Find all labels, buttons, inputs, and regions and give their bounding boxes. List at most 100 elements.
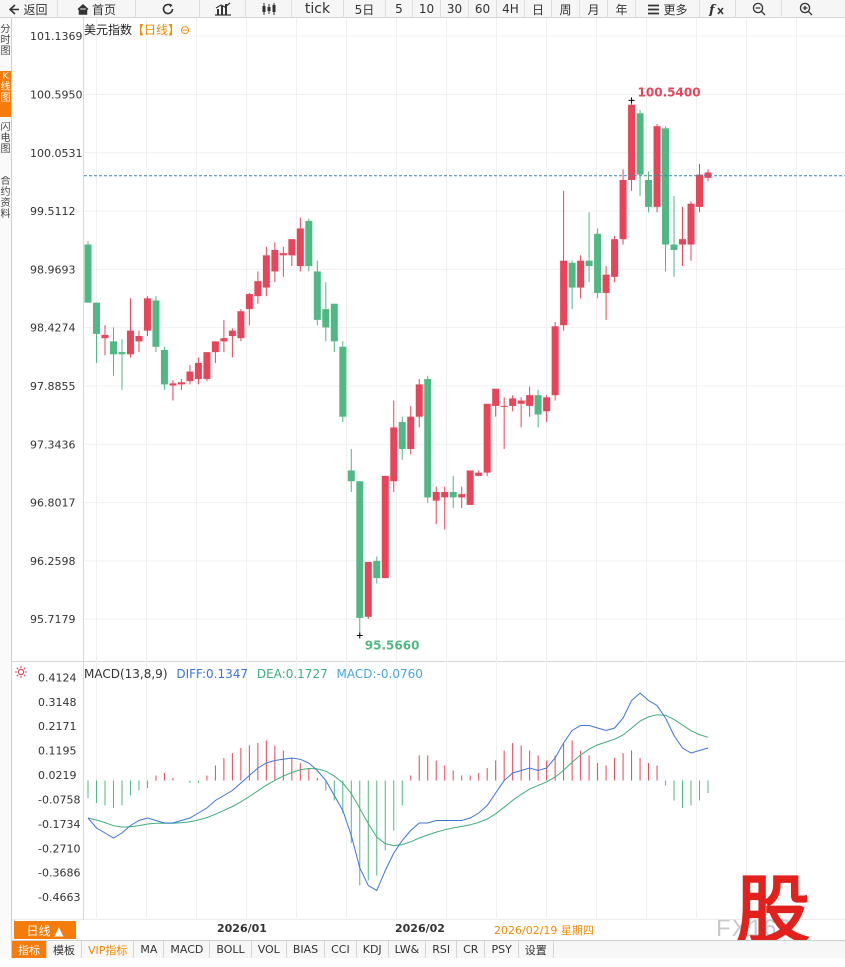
more-label: 更多 (663, 2, 688, 17)
tab-flash[interactable]: 闪电图 (0, 122, 11, 172)
macd-plot (87, 692, 709, 892)
tab-template[interactable]: 模板 (47, 941, 82, 958)
tab-indicators[interactable]: 指标 (12, 941, 47, 958)
chart-canvas[interactable]: 101.1369 100.5950 100.0531 99.5112 98.9693 98… (0, 18, 845, 920)
tab-kline[interactable]: K线图 (0, 71, 11, 117)
candle-body (237, 311, 245, 339)
period-week[interactable]: 周 (552, 0, 580, 18)
period-10min[interactable]: 10 (413, 0, 441, 18)
x-axis-label: 2026/02 (395, 922, 445, 935)
candle-body (203, 352, 211, 380)
more-button[interactable]: 更多 (636, 0, 700, 18)
macd-tick-label: 0.3148 (38, 696, 77, 709)
candle-body (169, 383, 177, 386)
candle-body (339, 346, 347, 417)
candle-body (551, 326, 559, 396)
tab-boll[interactable]: BOLL (210, 941, 252, 958)
diff-line (87, 692, 709, 892)
indicator-tab-label: 模板 (53, 943, 75, 957)
indicator-tab-label: BOLL (216, 943, 245, 956)
macd-tick-label: 0.2171 (38, 720, 77, 733)
line-chart-button[interactable] (200, 0, 246, 18)
period-4h[interactable]: 4H (497, 0, 525, 18)
period-select-label: 日线 ▲ (26, 923, 64, 938)
tab-cci[interactable]: CCI (325, 941, 357, 958)
home-button[interactable]: 首页 (58, 0, 136, 18)
candle-body (152, 300, 160, 347)
candle-body (288, 239, 296, 256)
candle-body (356, 481, 364, 618)
macd-tick-label: -0.1734 (38, 818, 80, 831)
candle-body (415, 384, 423, 417)
tab-cr[interactable]: CR (457, 941, 486, 958)
price-tick-label: 99.5112 (30, 205, 76, 218)
side-tab-label: 合约资料 (0, 176, 11, 220)
candle-body (704, 172, 712, 178)
period-select[interactable]: 日线 ▲ (14, 921, 76, 939)
candlesticks (84, 100, 712, 636)
candle-body (534, 395, 542, 415)
zoom-in-button[interactable] (782, 0, 829, 18)
period-30min[interactable]: 30 (441, 0, 469, 18)
tab-lw[interactable]: LW& (389, 941, 427, 958)
tab-kdj[interactable]: KDJ (357, 941, 389, 958)
refresh-button[interactable] (136, 0, 200, 18)
period-5day[interactable]: 5日 (344, 0, 386, 18)
tick-button[interactable]: tick (292, 0, 344, 18)
candle-chart-button[interactable] (246, 0, 292, 18)
tab-vol[interactable]: VOL (252, 941, 287, 958)
collapse-toggle-icon[interactable]: ⊖ (180, 23, 191, 37)
indicator-tab-label: KDJ (362, 943, 382, 956)
side-tab-label: K线图 (0, 71, 11, 104)
indicator-tab-label: CR (463, 943, 479, 956)
candle-body (517, 400, 525, 404)
indicator-tab-label: BIAS (292, 943, 319, 956)
indicator-tab-label: LW& (394, 943, 420, 956)
candle-body (254, 281, 262, 297)
tab-timeshare[interactable]: 分时图 (0, 24, 11, 66)
low-marker-cross (356, 632, 363, 639)
candle-body (594, 233, 602, 293)
back-button[interactable]: 返回 (0, 0, 58, 18)
tab-ma[interactable]: MA (134, 941, 165, 958)
indicator-settings-icon[interactable] (14, 665, 28, 679)
macd-title: MACD(13,8,9) (84, 667, 168, 681)
candle-body (398, 422, 406, 449)
macd-tick-label: 0.0219 (38, 769, 77, 782)
candle-body (118, 352, 126, 355)
indicator-tab-label: CCI (331, 943, 350, 956)
candle-body (509, 398, 517, 406)
candle-body (228, 330, 236, 336)
candle-body (492, 388, 500, 406)
period-5min[interactable]: 5 (386, 0, 413, 18)
candle-body (364, 561, 372, 617)
tab-psy[interactable]: PSY (485, 941, 519, 958)
indicator-tab-label: 设置 (524, 943, 547, 957)
macd-tick-label: -0.0758 (38, 793, 80, 806)
candle-body (330, 303, 338, 342)
price-tick-label: 98.4274 (30, 322, 76, 335)
formula-button[interactable]: f (700, 0, 736, 18)
tab-settings[interactable]: 设置 (519, 941, 554, 958)
period-month[interactable]: 月 (580, 0, 608, 18)
tab-bias[interactable]: BIAS (287, 941, 326, 958)
back-label: 返回 (23, 2, 48, 17)
tab-vip-indicators[interactable]: VIP指标 (82, 941, 135, 958)
tab-macd[interactable]: MACD (164, 941, 211, 958)
indicator-tab-label: MA (140, 943, 158, 956)
candle-body (441, 492, 449, 498)
candle-body (109, 341, 117, 355)
period-60min[interactable]: 60 (469, 0, 497, 18)
tab-rsi[interactable]: RSI (426, 941, 458, 958)
macd-tick-label: -0.3686 (38, 867, 80, 880)
home-label: 首页 (91, 2, 116, 17)
dea-line (87, 714, 709, 847)
candle-body (84, 244, 92, 303)
candle-body (194, 362, 202, 380)
period-year[interactable]: 年 (608, 0, 636, 18)
zoom-out-button[interactable] (736, 0, 782, 18)
period-day[interactable]: 日 (525, 0, 552, 18)
tab-contract-info[interactable]: 合约资料 (0, 176, 11, 232)
macd-axis: 0.4124 0.3148 0.2171 0.1195 0.0219 -0.0758 -0.… (38, 671, 80, 904)
candle-body (296, 228, 304, 267)
